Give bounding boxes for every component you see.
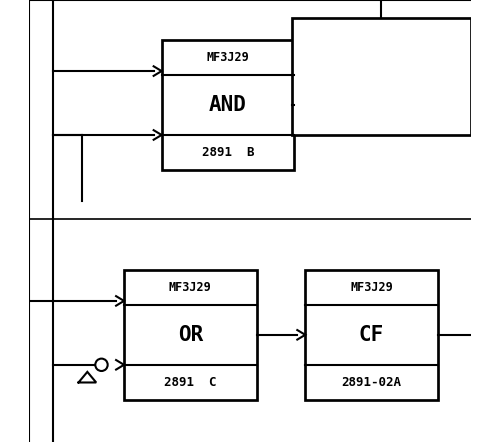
- Circle shape: [96, 358, 108, 371]
- Text: OR: OR: [178, 325, 203, 345]
- Text: 2891  B: 2891 B: [202, 146, 254, 159]
- Bar: [305, 270, 438, 400]
- Text: 2891-02A: 2891-02A: [342, 376, 402, 389]
- Text: 2891  C: 2891 C: [164, 376, 216, 389]
- Bar: [162, 40, 294, 170]
- Text: MF3J29: MF3J29: [169, 281, 212, 294]
- Text: MF3J29: MF3J29: [206, 51, 250, 64]
- Text: AND: AND: [209, 95, 247, 115]
- Text: CF: CF: [359, 325, 384, 345]
- Bar: [124, 270, 256, 400]
- Bar: [292, 18, 471, 135]
- Text: MF3J29: MF3J29: [350, 281, 393, 294]
